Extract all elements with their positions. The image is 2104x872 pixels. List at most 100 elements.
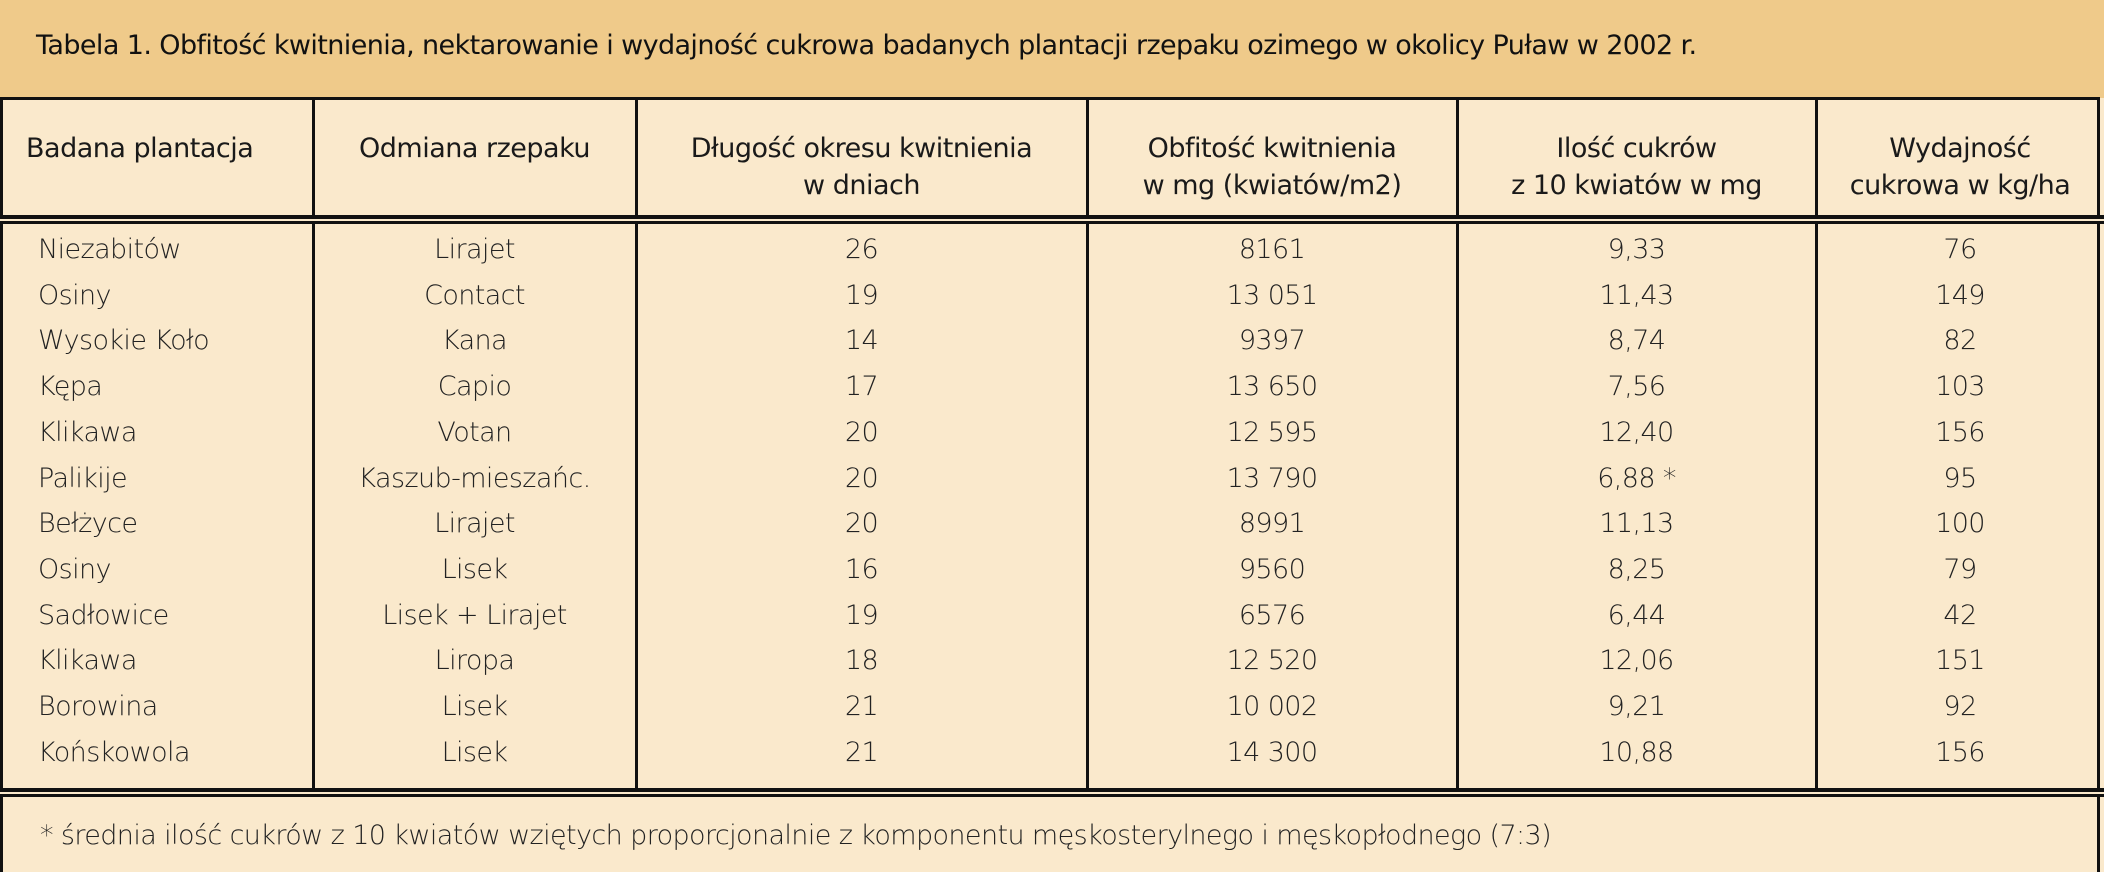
cell-sugar-yield: 95	[1943, 462, 1977, 494]
cell-flowering-days: 20	[844, 416, 879, 448]
cell-flowering-abundance: 13 650	[1226, 371, 1318, 403]
header-line-2: w mg (kwiatów/m2)	[1142, 170, 1402, 201]
cell-sugar-yield: 149	[1935, 279, 1985, 311]
cell-plantation: Osiny	[38, 553, 112, 585]
column-divider	[1086, 98, 1089, 794]
cell-sugar-yield: 42	[1943, 599, 1977, 631]
cell-variety: Liropa	[434, 645, 515, 677]
cell-sugar-amount: 9,33	[1607, 234, 1666, 265]
cell-plantation: Klikawa	[38, 645, 137, 677]
cell-sugar-yield: 100	[1935, 508, 1985, 540]
column-divider	[1456, 98, 1459, 794]
cell-variety: Lirajet	[434, 234, 515, 265]
table-row: Bełżyce Lirajet 20 8991 11,13 100	[0, 501, 2104, 547]
table-row: Końskowola Lisek 21 14 300 10,88 156	[0, 730, 2104, 776]
cell-variety: Kaszub-mieszańc.	[358, 462, 591, 494]
cell-plantation: Osiny	[38, 279, 112, 311]
cell-sugar-yield: 151	[1935, 645, 1985, 677]
title-band: Tabela 1. Obfitość kwitnienia, nektarowa…	[0, 0, 2104, 98]
cell-sugar-amount: 10,88	[1599, 736, 1674, 768]
column-header-variety: Odmiana rzepaku	[313, 130, 636, 167]
cell-variety: Lisek	[441, 553, 508, 585]
cell-flowering-abundance: 14 300	[1226, 736, 1318, 768]
cell-plantation: Kępa	[38, 371, 103, 403]
cell-variety: Lirajet	[434, 508, 515, 540]
cell-plantation: Palikije	[38, 462, 128, 494]
cell-flowering-abundance: 9397	[1238, 325, 1306, 357]
cell-sugar-yield: 103	[1935, 371, 1985, 403]
header-line-1: Badana plantacja	[26, 133, 254, 164]
cell-plantation: Sadłowice	[38, 599, 169, 631]
cell-flowering-abundance: 13 790	[1226, 462, 1318, 494]
header-line-2: w dniach	[803, 170, 920, 201]
table-row: Wysokie Koło Kana 14 9397 8,74 82	[0, 318, 2104, 364]
header-divider	[0, 215, 2104, 224]
column-divider	[1815, 98, 1818, 794]
cell-sugar-amount: 6,88 *	[1597, 462, 1676, 494]
cell-flowering-abundance: 8161	[1238, 234, 1306, 265]
cell-plantation: Borowina	[38, 691, 158, 722]
cell-sugar-amount: 6,44	[1607, 599, 1666, 631]
cell-sugar-amount: 12,06	[1599, 645, 1674, 677]
cell-flowering-days: 19	[844, 599, 879, 631]
cell-plantation: Niezabitów	[38, 234, 181, 265]
table-row: Osiny Contact 19 13 051 11,43 149	[0, 273, 2104, 319]
cell-flowering-abundance: 10 002	[1226, 691, 1318, 722]
table-row: Osiny Lisek 16 9560 8,25 79	[0, 547, 2104, 593]
cell-flowering-days: 20	[844, 462, 879, 494]
cell-flowering-days: 21	[844, 736, 879, 768]
cell-sugar-amount: 9,21	[1607, 691, 1666, 722]
cell-flowering-days: 19	[844, 279, 879, 311]
cell-sugar-yield: 79	[1943, 553, 1977, 585]
cell-flowering-abundance: 12 595	[1226, 416, 1318, 448]
header-line-1: Obfitość kwitnienia	[1147, 133, 1397, 164]
table-row: Sadłowice Lisek + Lirajet 19 6576 6,44 42	[0, 593, 2104, 639]
cell-sugar-amount: 11,13	[1599, 508, 1674, 540]
cell-sugar-yield: 156	[1935, 416, 1985, 448]
cell-variety: Lisek	[441, 691, 508, 722]
header-line-1: Odmiana rzepaku	[359, 133, 590, 164]
column-header-sugar-amount: Ilość cukrów z 10 kwiatów w mg	[1457, 130, 1816, 204]
cell-flowering-abundance: 12 520	[1226, 645, 1318, 677]
table-row: Niezabitów Lirajet 26 8161 9,33 76	[0, 227, 2104, 273]
header-line-2: z 10 kwiatów w mg	[1511, 170, 1762, 201]
table-row: Kępa Capio 17 13 650 7,56 103	[0, 364, 2104, 410]
cell-flowering-days: 17	[844, 371, 879, 403]
footnote: * średnia ilość cukrów z 10 kwiatów wzię…	[40, 820, 1552, 851]
cell-flowering-abundance: 13 051	[1226, 279, 1318, 311]
table-title: Tabela 1. Obfitość kwitnienia, nektarowa…	[36, 30, 1697, 61]
cell-variety: Contact	[424, 279, 525, 311]
cell-variety: Capio	[437, 371, 512, 403]
cell-variety: Lisek	[441, 736, 508, 768]
cell-sugar-amount: 8,25	[1607, 553, 1666, 585]
table-row: Klikawa Votan 20 12 595 12,40 156	[0, 410, 2104, 456]
cell-variety: Lisek + Lirajet	[382, 599, 567, 631]
cell-sugar-yield: 82	[1943, 325, 1977, 357]
cell-flowering-days: 26	[844, 234, 879, 265]
header-line-1: Wydajność	[1889, 133, 2031, 164]
header-line-1: Ilość cukrów	[1556, 133, 1717, 164]
column-header-flowering-days: Długość okresu kwitnienia w dniach	[636, 130, 1087, 204]
cell-flowering-days: 20	[844, 508, 879, 540]
cell-variety: Votan	[437, 416, 512, 448]
cell-flowering-abundance: 9560	[1238, 553, 1306, 585]
cell-sugar-yield: 156	[1935, 736, 1985, 768]
column-divider	[312, 98, 315, 794]
column-header-flowering-abundance: Obfitość kwitnienia w mg (kwiatów/m2)	[1087, 130, 1457, 204]
cell-sugar-yield: 92	[1943, 691, 1977, 722]
table-row: Klikawa Liropa 18 12 520 12,06 151	[0, 638, 2104, 684]
table-row: Borowina Lisek 21 10 002 9,21 92	[0, 684, 2104, 730]
cell-variety: Kana	[441, 325, 508, 357]
cell-sugar-yield: 76	[1943, 234, 1977, 265]
cell-flowering-days: 14	[844, 325, 879, 357]
table-row: Palikije Kaszub-mieszańc. 20 13 790 6,88 * 95	[0, 456, 2104, 502]
cell-flowering-abundance: 8991	[1238, 508, 1306, 540]
column-header-sugar-yield: Wydajność cukrowa w kg/ha	[1816, 130, 2104, 204]
column-header-plantation: Badana plantacja	[26, 130, 306, 167]
cell-flowering-days: 21	[844, 691, 879, 722]
cell-plantation: Wysokie Koło	[38, 325, 210, 357]
column-divider	[635, 98, 638, 794]
cell-sugar-amount: 11,43	[1599, 279, 1674, 311]
cell-plantation: Bełżyce	[38, 508, 138, 540]
cell-plantation: Końskowola	[38, 736, 191, 768]
